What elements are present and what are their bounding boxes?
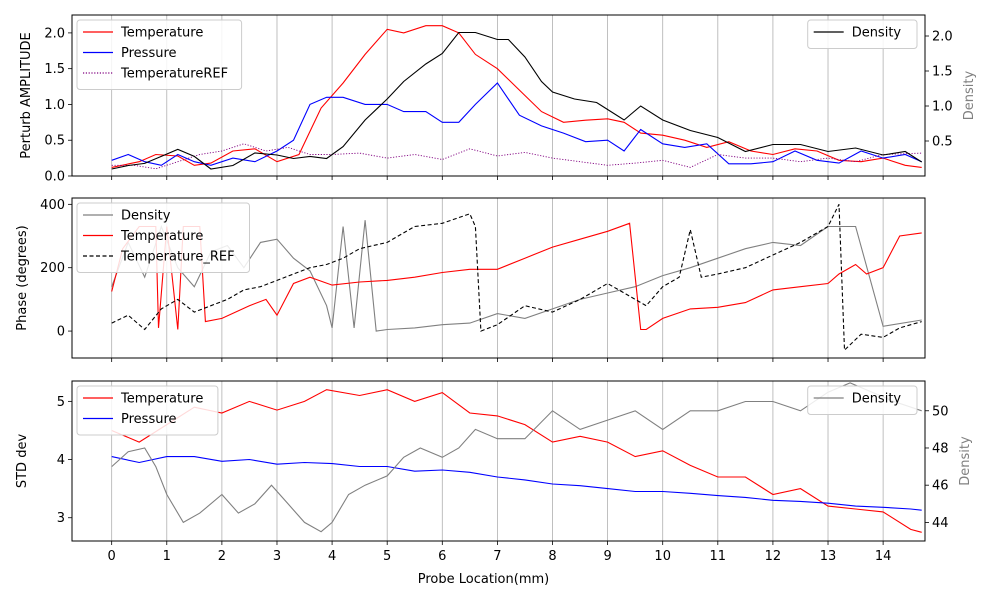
legend-left: Temperature Pressure TemperatureREF [76,19,243,90]
series-line-temperatureref [111,143,922,170]
legend-left: Temperature Pressure [76,385,219,436]
legend-right: Density [807,385,918,415]
legend-label: Density [121,209,171,224]
legend-label: Temperature_REF [120,250,235,265]
series-line-density [111,382,922,533]
series-line-temperature [111,389,922,533]
x-axis-label: Probe Location(mm) [418,572,549,587]
legend-label: TemperatureREF [120,67,228,82]
y-tick-label: 400 [40,198,65,213]
series-line-temperature [111,25,922,168]
plot-frame [71,197,926,359]
y-tick-label: 1.5 [44,62,65,77]
x-tick-label: 4 [328,549,336,564]
series-line-pressure [111,82,922,166]
x-tick-label: 2 [218,549,226,564]
x-tick-label: 14 [875,549,892,564]
legend-label: Density [852,26,902,41]
x-tick-label: 13 [820,549,837,564]
legend-label: Pressure [121,46,177,61]
legend-label: Pressure [121,412,177,427]
y-tick-label: 200 [40,261,65,276]
y2-tick-label: 48 [932,441,949,456]
x-tick-label: 7 [493,549,501,564]
series-line-pressure [111,456,922,511]
y2-tick-label: 46 [932,479,949,494]
x-tick-label: 1 [163,549,171,564]
y2-tick-label: 2.0 [932,30,953,45]
y-tick-label: 3 [57,511,65,526]
legend-box [807,385,918,415]
series-line-density [111,31,922,170]
x-tick-label: 11 [710,549,727,564]
y2-tick-label: 1.0 [932,100,953,115]
y-tick-label: 2.0 [44,26,65,41]
plot-frame [71,380,926,542]
legend-box [76,19,243,90]
legend-label: Density [852,392,902,407]
x-tick-label: 5 [383,549,391,564]
y2-tick-label: 0.5 [932,135,953,150]
x-tick-label: 0 [108,549,116,564]
amplitude-panel: 0.0 0.5 1.0 1.5 2.0 Perturb AMPLITUDE 0.5 1.0 1.… [19,14,977,185]
phase-panel: 0 200 400 Phase (degrees) Density Temperature… [15,197,926,362]
legend-box [76,202,250,273]
legend-left: Density Temperature Temperature_REF [76,202,250,273]
x-tick-label: 8 [548,549,556,564]
legend-label: Temperature [120,229,203,244]
legend-label: Temperature [120,26,203,41]
y-tick-label: 0.0 [44,170,65,185]
y-axis-label: Phase (degrees) [15,225,30,330]
legend-right: Density [807,19,918,49]
x-tick-label: 12 [765,549,782,564]
legend-label: Temperature [120,392,203,407]
legend-box [807,19,918,49]
y-tick-label: 0.5 [44,134,65,149]
plot-frame [71,14,926,177]
x-tick-label: 3 [273,549,281,564]
x-tick-label: 9 [603,549,611,564]
y-axis-label: Perturb AMPLITUDE [19,32,34,159]
y-tick-label: 5 [57,395,65,410]
y2-tick-label: 1.5 [932,65,953,80]
x-tick-label: 6 [438,549,446,564]
y-tick-label: 0 [57,325,65,340]
y2-tick-label: 44 [932,516,949,531]
series-line-temperature-ref [111,204,922,352]
y-tick-label: 1.0 [44,98,65,113]
y-tick-label: 4 [57,453,65,468]
x-tick-label: 10 [654,549,671,564]
y-axis-label: STD dev [15,434,30,489]
y2-tick-label: 50 [932,404,949,419]
y2-axis-label: Density [958,436,973,486]
y2-axis-label: Density [962,70,977,120]
